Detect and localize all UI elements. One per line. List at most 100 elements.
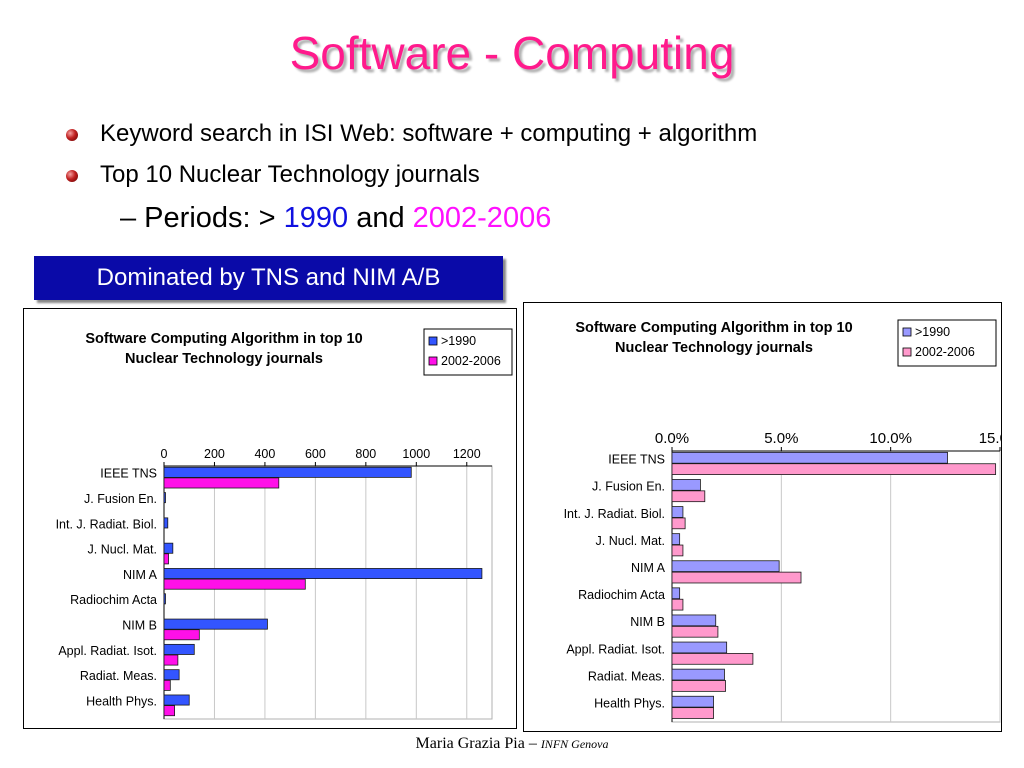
footer: Maria Grazia Pia – INFN Genova (0, 735, 1024, 753)
x-tick-label: 1200 (453, 447, 481, 461)
bar-series1 (671, 668, 725, 681)
chart-title-line: Software Computing Algorithm in top 10 (85, 331, 362, 347)
bar-series2 (671, 571, 802, 584)
legend-label: 2002-2006 (915, 345, 975, 359)
bar-series1 (671, 614, 717, 627)
category-label: IEEE TNS (608, 453, 665, 467)
bar-series1 (163, 517, 169, 529)
bar-series1 (163, 694, 190, 706)
footer-org: INFN Genova (540, 737, 609, 751)
bar-series2 (671, 653, 754, 665)
x-tick-label: 15.0% (979, 430, 1001, 447)
bar-series2 (163, 477, 280, 489)
bar-series2 (163, 705, 175, 717)
bar-series1 (671, 560, 780, 572)
category-label: IEEE TNS (100, 467, 157, 481)
category-label: Int. J. Radiat. Biol. (56, 517, 157, 531)
x-tick-label: 5.0% (764, 430, 798, 447)
x-tick-label: 10.0% (869, 430, 912, 447)
bullet-text: Keyword search in ISI Web: software + co… (100, 120, 758, 147)
category-label: J. Nucl. Mat. (88, 543, 157, 557)
bullet-icon (66, 129, 78, 141)
chart-title-line: Nuclear Technology journals (125, 351, 323, 367)
bullet-text: Top 10 Nuclear Technology journals (100, 161, 480, 188)
chart-right-svg: Software Computing Algorithm in top 10 Nu… (564, 319, 1001, 723)
category-label: Health Phys. (594, 696, 665, 710)
x-tick-label: 0 (161, 447, 168, 461)
bullet-icon (66, 170, 78, 182)
period-b: 2002-2006 (412, 202, 552, 234)
x-tick-label: 600 (305, 447, 326, 461)
bar-series2 (163, 679, 171, 691)
bar-series1 (163, 643, 195, 655)
sub-bullet-connector: and (348, 202, 413, 234)
chart-title-line: Nuclear Technology journals (615, 340, 813, 356)
category-label: NIM B (630, 615, 665, 629)
bar-series1 (163, 492, 166, 504)
x-tick-label: 800 (355, 447, 376, 461)
category-label: Appl. Radiat. Isot. (58, 644, 157, 658)
x-tick-label: 1000 (402, 447, 430, 461)
period-a: 1990 (283, 202, 349, 234)
category-label: Radiat. Meas. (588, 669, 665, 683)
legend-swatch (428, 356, 438, 366)
bar-series2 (671, 517, 686, 530)
bar-series2 (163, 578, 306, 590)
bar-series2 (671, 490, 706, 503)
bar-series2 (163, 629, 200, 641)
bar-series1 (163, 466, 412, 478)
plot-area (163, 465, 493, 720)
category-label: J. Nucl. Mat. (596, 534, 665, 548)
bar-series1 (163, 618, 268, 630)
chart-right: Software Computing Algorithm in top 10 Nu… (523, 302, 1002, 732)
category-label: Radiat. Meas. (80, 669, 157, 683)
category-label: Radiochim Acta (578, 588, 665, 602)
x-tick-label: 400 (254, 447, 275, 461)
x-tick-label: 200 (204, 447, 225, 461)
bar-series1 (671, 506, 684, 518)
category-label: Health Phys. (86, 694, 157, 708)
bar-series1 (163, 593, 166, 605)
footer-author: Maria Grazia Pia – (415, 735, 541, 752)
legend-label: 2002-2006 (441, 354, 501, 368)
chart-left: Software Computing Algorithm in top 10 Nu… (23, 308, 517, 729)
chart-left-svg: Software Computing Algorithm in top 10 Nu… (56, 328, 513, 720)
category-label: J. Fusion En. (84, 492, 157, 506)
bar-series2 (671, 598, 684, 611)
chart-title-line: Software Computing Algorithm in top 10 (575, 320, 852, 336)
category-label: NIM B (122, 618, 157, 632)
banner: Dominated by TNS and NIM A/B (34, 256, 503, 300)
category-label: Appl. Radiat. Isot. (566, 642, 665, 656)
legend-swatch (428, 336, 438, 346)
sub-bullet: – Periods: > 1990 and 2002-2006 (120, 202, 551, 235)
bar-series1 (671, 587, 681, 600)
bar-series1 (671, 695, 714, 708)
bar-series2 (671, 680, 726, 692)
legend-box (897, 319, 997, 367)
x-tick-label: 0.0% (655, 430, 689, 447)
legend-box (423, 328, 513, 376)
bar-series1 (163, 568, 483, 579)
bar-series1 (671, 479, 701, 491)
bar-series2 (671, 625, 719, 638)
legend-swatch (902, 327, 912, 337)
bar-series1 (671, 451, 948, 464)
bar-series1 (163, 669, 180, 681)
bar-series1 (671, 641, 728, 654)
category-label: NIM A (123, 568, 158, 582)
bar-series1 (671, 533, 681, 545)
bar-series2 (671, 463, 997, 475)
category-label: Radiochim Acta (70, 593, 157, 607)
legend-label: >1990 (441, 334, 476, 348)
legend-swatch (902, 347, 912, 357)
bar-series1 (163, 542, 174, 554)
category-label: Int. J. Radiat. Biol. (564, 507, 665, 521)
bar-series2 (671, 544, 684, 557)
bar-series2 (163, 654, 179, 666)
slide-title: Software - Computing (289, 27, 735, 79)
category-label: NIM A (631, 561, 666, 575)
category-label: J. Fusion En. (592, 480, 665, 494)
legend-label: >1990 (915, 325, 950, 339)
bar-series2 (671, 707, 714, 719)
sub-bullet-prefix: – Periods: > (120, 202, 284, 234)
